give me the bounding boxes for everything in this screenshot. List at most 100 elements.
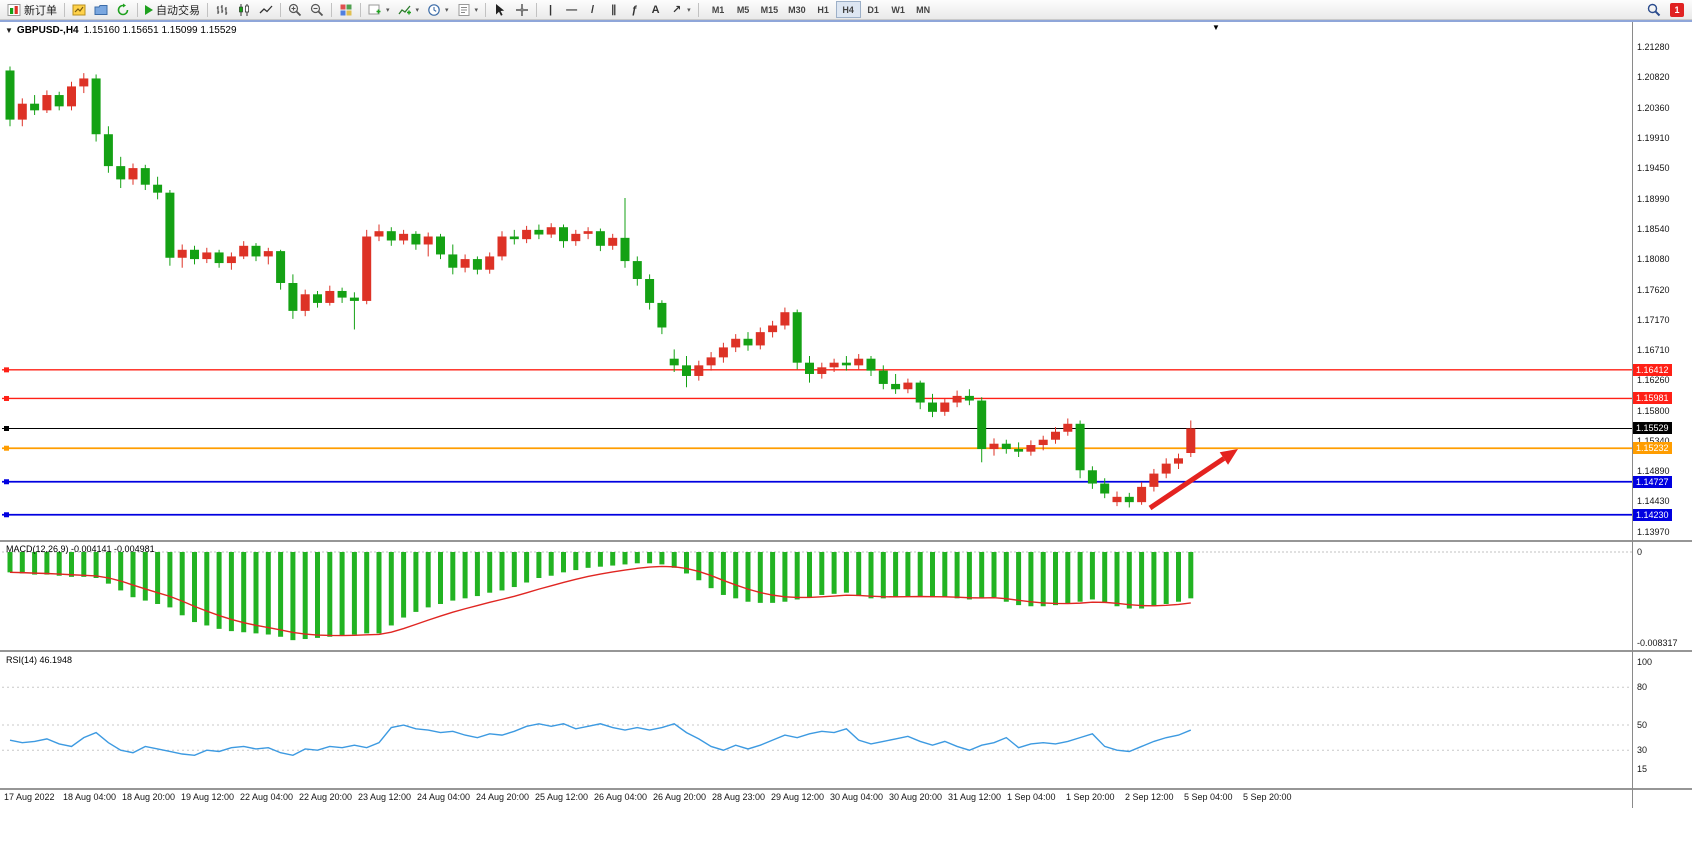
candle-body	[940, 402, 950, 412]
price-tick: 1.20820	[1637, 72, 1670, 83]
horizontal-line-tool-button[interactable]: —	[561, 1, 582, 19]
candle-body	[792, 312, 802, 363]
price-tick: 1.18540	[1637, 223, 1670, 234]
pane-separator[interactable]	[0, 540, 1692, 542]
macd-histogram-bar	[942, 552, 948, 598]
macd-histogram-bar	[167, 552, 173, 608]
candle-body	[805, 362, 814, 374]
search-button[interactable]	[1643, 1, 1665, 19]
trend-arrow-annotation[interactable]	[1148, 456, 1226, 511]
macd-histogram-bar	[794, 552, 800, 600]
price-tick: 1.15800	[1637, 405, 1670, 416]
candle-body	[214, 252, 224, 264]
timeframe-m1[interactable]: M1	[706, 1, 731, 18]
hline-handle[interactable]	[4, 395, 9, 401]
indicators-button[interactable]: ▾	[394, 1, 424, 19]
cursor-tool-button[interactable]	[489, 1, 511, 19]
zoom-in-button[interactable]	[284, 1, 306, 19]
macd-histogram-bar	[1016, 552, 1022, 606]
macd-histogram-bar	[499, 552, 505, 591]
rsi-chart-canvas[interactable]	[2, 652, 1632, 788]
tile-windows-button[interactable]	[335, 1, 357, 19]
templates-button[interactable]: ▾	[453, 1, 483, 19]
candle-body	[436, 236, 445, 255]
candle-body	[17, 103, 27, 120]
candle-body	[177, 249, 187, 258]
timeframe-m30[interactable]: M30	[783, 1, 811, 18]
one-click-trading-toggle[interactable]: ▼	[5, 26, 13, 35]
macd-histogram-bar	[720, 552, 726, 595]
macd-histogram-bar	[228, 552, 234, 632]
main-toolbar: 新订单 自动交易	[0, 0, 1692, 20]
price-label-1.15232: 1.15232	[1633, 442, 1672, 455]
auto-trading-button[interactable]: 自动交易	[141, 1, 204, 19]
new-chart-icon	[368, 4, 381, 14]
candle-body	[276, 251, 286, 283]
candle-body	[288, 282, 298, 311]
dropdown-caret: ▾	[415, 6, 420, 14]
pane-separator[interactable]	[0, 650, 1692, 652]
trend-arrow-head[interactable]	[1219, 449, 1238, 465]
notification-badge[interactable]: 1	[1670, 2, 1684, 17]
hline-handle[interactable]	[4, 425, 9, 431]
chart-symbol-label: ▼ GBPUSD-,H4 1.15160 1.15651 1.15099 1.155…	[5, 25, 237, 36]
macd-histogram-bar	[93, 552, 99, 578]
hline-handle[interactable]	[4, 367, 9, 373]
macd-histogram-bar	[253, 552, 259, 634]
candle-body	[300, 294, 310, 311]
timeframe-h1[interactable]: H1	[811, 1, 836, 18]
text-tool-button[interactable]: A	[645, 1, 666, 19]
candle-body	[682, 365, 691, 376]
new-chart-button[interactable]: ▾	[364, 1, 394, 19]
macd-histogram-bar	[44, 552, 50, 575]
timeframe-mn[interactable]: MN	[911, 1, 936, 18]
price-chart-canvas[interactable]	[2, 22, 1632, 540]
macd-histogram-bar	[118, 552, 124, 591]
text-tool-icon: A	[651, 3, 660, 16]
candle-body	[337, 290, 347, 298]
zoom-out-button[interactable]	[306, 1, 328, 19]
trendline-tool-button[interactable]: /	[582, 1, 603, 19]
new-order-button[interactable]: 新订单	[3, 1, 61, 19]
macd-histogram-bar	[1040, 552, 1046, 607]
timeframe-w1[interactable]: W1	[886, 1, 911, 18]
line-chart-button[interactable]	[255, 1, 277, 19]
candle-body	[915, 382, 925, 403]
candle-body	[30, 103, 40, 111]
candle-body	[509, 236, 519, 240]
candle-body	[1112, 496, 1122, 503]
candle-body	[534, 229, 544, 235]
template-icon	[458, 3, 470, 16]
macd-histogram-bar	[1065, 552, 1071, 604]
vertical-line-tool-button[interactable]: |	[540, 1, 561, 19]
timeframe-h4[interactable]: H4	[835, 1, 861, 18]
macd-histogram-bar	[290, 552, 296, 641]
chart-shift-marker[interactable]: ▼	[1212, 23, 1220, 32]
candlestick-chart-button[interactable]	[233, 1, 255, 19]
candle-body	[841, 362, 851, 366]
channel-tool-button[interactable]: ∥	[603, 1, 624, 19]
chart-window-button[interactable]	[68, 1, 90, 19]
candle-body	[1075, 423, 1085, 471]
hline-handle[interactable]	[4, 445, 9, 451]
timeframe-m5[interactable]: M5	[731, 1, 756, 18]
candle-body	[1038, 439, 1048, 446]
crosshair-tool-button[interactable]	[511, 1, 533, 19]
periods-button[interactable]: ▾	[423, 1, 453, 19]
macd-histogram-bar	[19, 552, 25, 574]
profiles-button[interactable]	[90, 1, 112, 19]
candle-body	[878, 370, 888, 384]
macd-chart-canvas[interactable]	[2, 542, 1632, 650]
fibonacci-tool-button[interactable]: ƒ	[624, 1, 645, 19]
arrows-tool-button[interactable]: ↗ ▾	[666, 1, 695, 19]
timeframe-d1[interactable]: D1	[861, 1, 886, 18]
refresh-button[interactable]	[112, 1, 134, 19]
bar-chart-button[interactable]	[211, 1, 233, 19]
hline-handle[interactable]	[4, 512, 9, 518]
macd-histogram-bar	[930, 552, 935, 598]
timeframe-m15[interactable]: M15	[756, 1, 784, 18]
rsi-line	[9, 723, 1192, 756]
toolbar-separator	[280, 2, 281, 17]
hline-handle[interactable]	[4, 479, 9, 485]
auto-trading-icon	[145, 4, 153, 15]
